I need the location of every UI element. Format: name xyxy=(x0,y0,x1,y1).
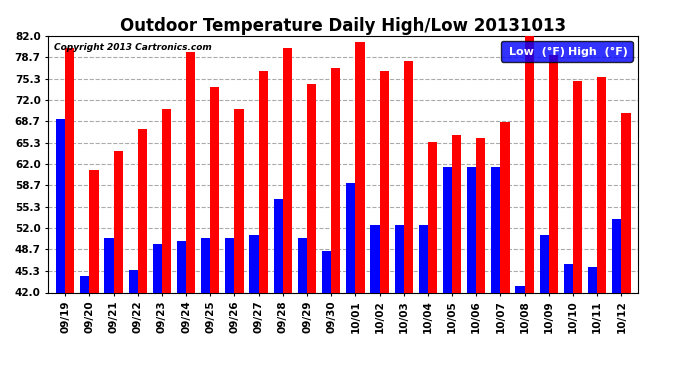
Bar xyxy=(331,68,340,292)
Bar xyxy=(355,42,364,292)
Bar xyxy=(80,276,90,292)
Bar xyxy=(597,77,607,292)
Bar xyxy=(500,122,510,292)
Bar xyxy=(395,225,404,292)
Text: Copyright 2013 Cartronics.com: Copyright 2013 Cartronics.com xyxy=(55,44,212,52)
Bar xyxy=(114,151,123,292)
Bar xyxy=(259,71,268,292)
Bar xyxy=(274,200,283,292)
Bar xyxy=(128,270,138,292)
Title: Outdoor Temperature Daily High/Low 20131013: Outdoor Temperature Daily High/Low 20131… xyxy=(120,18,566,36)
Bar xyxy=(225,238,235,292)
Bar xyxy=(428,142,437,292)
Bar xyxy=(564,264,573,292)
Bar xyxy=(549,55,558,292)
Bar xyxy=(476,138,486,292)
Bar xyxy=(404,61,413,292)
Bar xyxy=(443,167,452,292)
Bar xyxy=(419,225,428,292)
Bar xyxy=(307,84,316,292)
Bar xyxy=(322,251,331,292)
Bar xyxy=(346,183,355,292)
Bar xyxy=(201,238,210,292)
Bar xyxy=(250,235,259,292)
Bar xyxy=(380,71,388,292)
Bar xyxy=(283,48,292,292)
Bar xyxy=(104,238,114,292)
Bar xyxy=(540,235,549,292)
Bar xyxy=(298,238,307,292)
Bar xyxy=(235,110,244,292)
Bar xyxy=(56,119,66,292)
Bar xyxy=(138,129,147,292)
Bar xyxy=(162,110,171,292)
Bar xyxy=(210,87,219,292)
Bar xyxy=(621,112,631,292)
Bar xyxy=(452,135,462,292)
Bar xyxy=(177,241,186,292)
Bar xyxy=(588,267,597,292)
Bar xyxy=(515,286,524,292)
Bar xyxy=(491,167,500,292)
Legend: Low  (°F), High  (°F): Low (°F), High (°F) xyxy=(501,41,633,62)
Bar xyxy=(612,219,621,292)
Bar xyxy=(371,225,380,292)
Bar xyxy=(186,52,195,292)
Bar xyxy=(524,36,534,292)
Bar xyxy=(573,81,582,292)
Bar xyxy=(66,48,75,292)
Bar xyxy=(90,171,99,292)
Bar xyxy=(467,167,476,292)
Bar xyxy=(152,244,162,292)
